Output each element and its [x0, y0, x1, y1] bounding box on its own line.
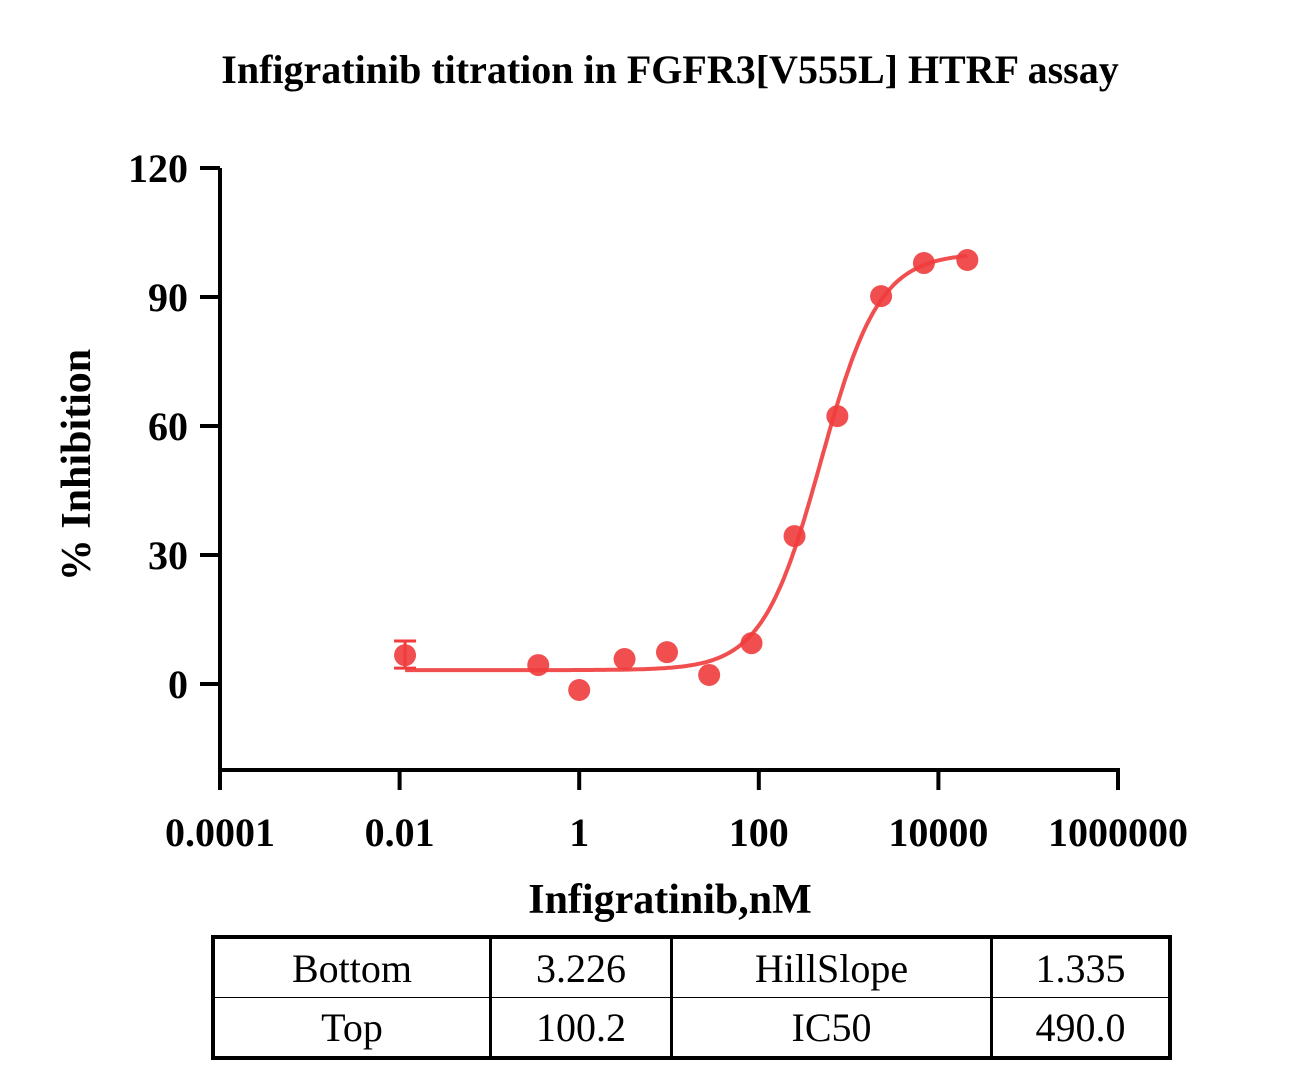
data-point [698, 663, 721, 686]
data-point [870, 285, 893, 308]
y-tick-label: 30 [148, 533, 188, 578]
table-row: Bottom 3.226 HillSlope 1.335 [211, 935, 1172, 998]
param-name: Top [211, 997, 492, 1060]
y-tick-label: 90 [148, 275, 188, 320]
data-point [912, 252, 935, 275]
x-tick-label: 1 [569, 810, 589, 855]
param-name: IC50 [670, 997, 993, 1060]
data-point [826, 405, 849, 428]
x-tick-label: 1000000 [1048, 810, 1188, 855]
data-point [956, 249, 979, 272]
param-value: 100.2 [489, 997, 673, 1060]
param-value: 1.335 [990, 935, 1172, 998]
fit-parameters-table: Bottom 3.226 HillSlope 1.335 Top 100.2 I… [211, 935, 1172, 1060]
y-tick-label: 120 [128, 146, 188, 191]
table-row: Top 100.2 IC50 490.0 [211, 997, 1172, 1060]
x-tick-label: 0.0001 [165, 810, 275, 855]
dose-response-chart: 0 30 60 90 120 0.0001 0.01 1 100 10000 1000000 Infi… [54, 146, 1188, 923]
fit-curve [405, 253, 968, 673]
data-point [783, 525, 806, 548]
x-tick-label: 0.01 [365, 810, 435, 855]
data-point [568, 679, 591, 702]
data-point [394, 644, 417, 667]
x-tick-label: 10000 [888, 810, 988, 855]
y-axis-label: % Inhibition [54, 349, 100, 581]
param-value: 490.0 [990, 997, 1172, 1060]
y-tick-label: 60 [148, 404, 188, 449]
data-point [613, 648, 636, 671]
x-tick-label: 100 [729, 810, 789, 855]
param-name: HillSlope [670, 935, 993, 998]
data-point [740, 632, 763, 655]
param-value: 3.226 [489, 935, 673, 998]
param-name: Bottom [211, 935, 492, 998]
data-point [655, 641, 678, 664]
y-tick-label: 0 [168, 662, 188, 707]
chart-title: Infigratinib titration in FGFR3[V555L] H… [221, 47, 1119, 92]
x-axis-label: Infigratinib,nM [528, 877, 812, 923]
data-point [527, 654, 550, 677]
